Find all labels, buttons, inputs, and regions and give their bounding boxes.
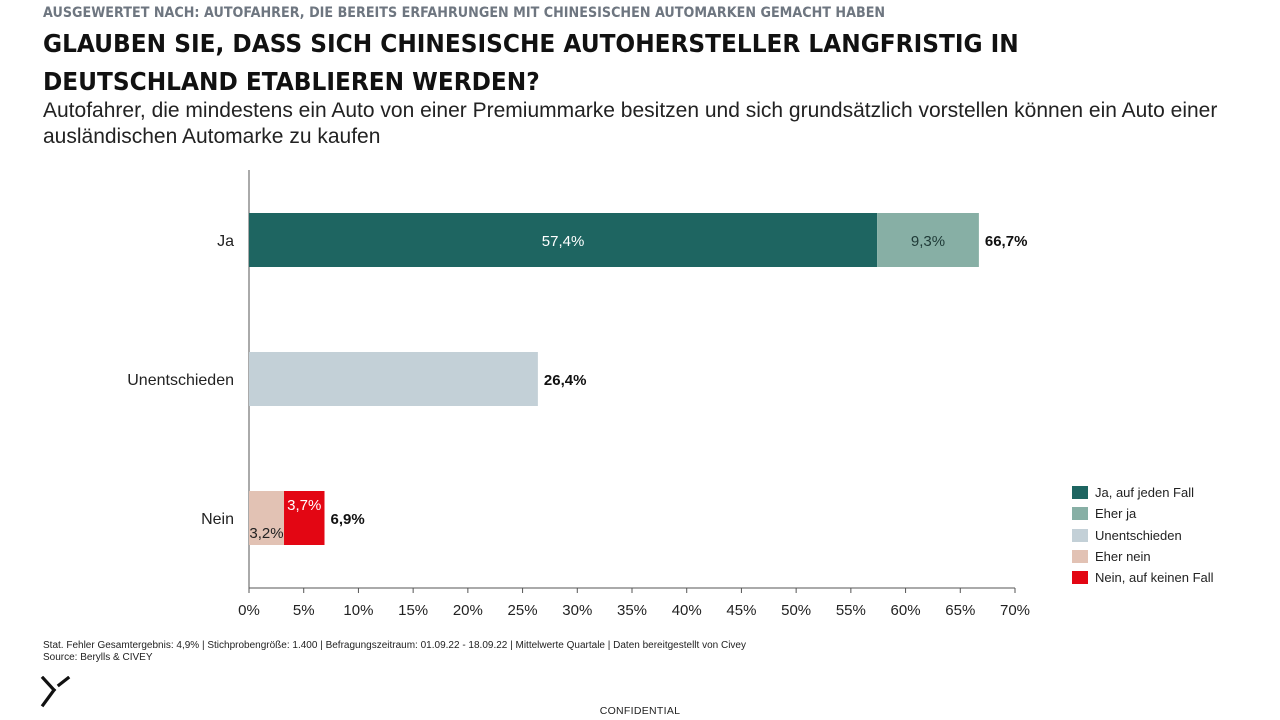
legend-item: Eher ja	[1072, 503, 1214, 524]
confidential-label: CONFIDENTIAL	[599, 705, 681, 717]
bar-segment	[249, 352, 538, 406]
x-tick-label: 55%	[836, 602, 866, 619]
segment-data-label: 9,3%	[911, 233, 945, 250]
chart-subtitle: Autofahrer, die mindestens ein Auto von …	[43, 99, 1218, 148]
x-tick-label: 60%	[891, 602, 921, 619]
legend-item: Unentschieden	[1072, 525, 1214, 546]
segment-data-label: 3,2%	[249, 525, 283, 542]
category-label: Ja	[217, 233, 234, 250]
chart-kicker: AUSGEWERTET NACH: AUTOFAHRER, DIE BEREIT…	[43, 5, 886, 21]
legend-label: Eher ja	[1095, 506, 1137, 522]
x-tick-label: 40%	[672, 602, 702, 619]
footnote-source: Source: Berylls & CIVEY	[43, 652, 153, 663]
x-tick-label: 70%	[1000, 602, 1030, 619]
legend-item: Eher nein	[1072, 546, 1214, 567]
x-tick-label: 25%	[508, 602, 538, 619]
legend-label: Ja, auf jeden Fall	[1095, 485, 1195, 501]
x-tick-label: 35%	[617, 602, 647, 619]
legend-label: Unentschieden	[1095, 527, 1182, 543]
total-data-label: 26,4%	[544, 372, 587, 389]
legend-swatch	[1072, 528, 1088, 542]
segment-data-label: 57,4%	[542, 233, 585, 250]
bar-segment	[284, 491, 325, 545]
footnote: Stat. Fehler Gesamtergebnis: 4,9% | Stic…	[43, 640, 746, 664]
chart-legend: Ja, auf jeden Fall Eher ja Unentschieden…	[1072, 482, 1214, 588]
brand-logo-icon	[40, 676, 71, 708]
segment-data-label: 3,7%	[287, 497, 321, 514]
legend-swatch	[1072, 571, 1088, 585]
bar-segment	[249, 491, 285, 545]
x-tick-label: 30%	[562, 602, 592, 619]
bar-segment	[249, 213, 878, 267]
legend-item: Ja, auf jeden Fall	[1072, 482, 1214, 503]
bar-segment	[877, 213, 979, 267]
total-data-label: 6,9%	[331, 511, 365, 528]
legend-swatch	[1072, 550, 1088, 564]
category-label: Unentschieden	[127, 372, 234, 389]
x-tick-label: 50%	[781, 602, 811, 619]
x-tick-label: 45%	[726, 602, 756, 619]
x-tick-label: 5%	[293, 602, 315, 619]
footnote-stats: Stat. Fehler Gesamtergebnis: 4,9% | Stic…	[43, 640, 746, 651]
x-tick-label: 0%	[238, 602, 260, 619]
total-data-label: 66,7%	[985, 233, 1028, 250]
legend-label: Nein, auf keinen Fall	[1095, 570, 1214, 586]
x-tick-label: 20%	[453, 602, 483, 619]
legend-item: Nein, auf keinen Fall	[1072, 567, 1214, 588]
x-tick-label: 65%	[945, 602, 975, 619]
x-tick-label: 15%	[398, 602, 428, 619]
category-label: Nein	[201, 511, 234, 528]
legend-swatch	[1072, 507, 1088, 521]
stacked-bar-chart: 0% 5% 10% 15% 20% 25% 30% 35% 40% 45% 50% 55% 60% 65%…	[127, 170, 1030, 619]
x-tick-label: 10%	[343, 602, 373, 619]
legend-label: Eher nein	[1095, 549, 1151, 565]
chart-title: GLAUBEN SIE, DASS SICH CHINESISCHE AUTOH…	[43, 29, 1019, 96]
legend-swatch	[1072, 486, 1088, 500]
